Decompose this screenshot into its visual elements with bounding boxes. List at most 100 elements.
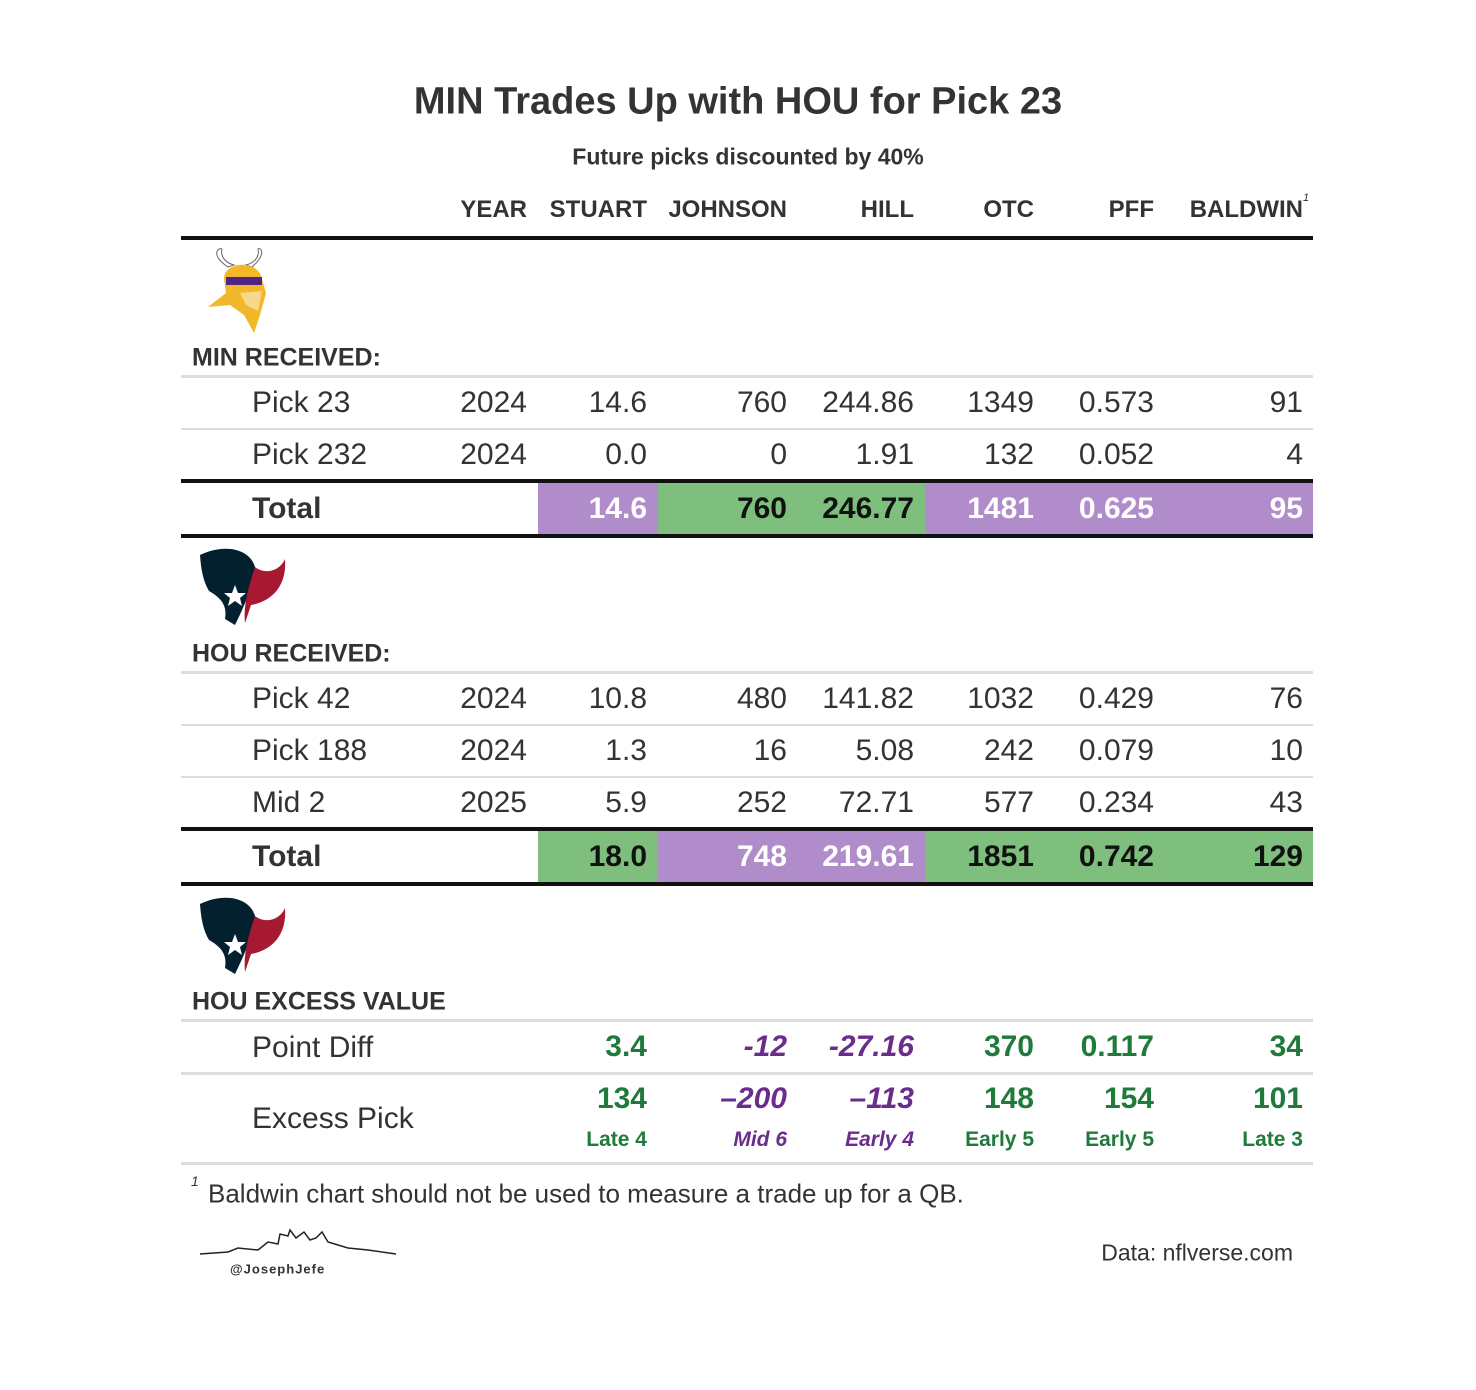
cell: 0.429 bbox=[1078, 682, 1154, 715]
excess-value: 134 bbox=[596, 1082, 647, 1115]
cell: 132 bbox=[983, 438, 1034, 471]
cell: 1349 bbox=[967, 386, 1034, 419]
excess-value: 148 bbox=[983, 1082, 1034, 1115]
cell: 2024 bbox=[460, 386, 527, 419]
rule bbox=[181, 236, 1313, 240]
footnote: Baldwin chart should not be used to meas… bbox=[208, 1178, 964, 1209]
note-marker: 1 bbox=[1303, 192, 1310, 204]
cell: 0 bbox=[770, 438, 787, 471]
column-header: OTC bbox=[983, 196, 1034, 223]
cell: 480 bbox=[736, 682, 787, 715]
row-label: Pick 42 bbox=[252, 682, 351, 715]
cell: 43 bbox=[1269, 786, 1303, 819]
excess-value: -27.16 bbox=[828, 1030, 914, 1063]
total-fill bbox=[658, 483, 798, 534]
cell: 577 bbox=[983, 786, 1034, 819]
total-fill bbox=[798, 831, 925, 882]
cell: 1032 bbox=[967, 682, 1034, 715]
total-cell: 95 bbox=[1269, 492, 1303, 525]
rule bbox=[181, 776, 1313, 778]
rule bbox=[181, 827, 1313, 831]
section-label: HOU EXCESS VALUE bbox=[192, 987, 446, 1016]
total-fill bbox=[1045, 831, 1165, 882]
excess-sub: Late 3 bbox=[1242, 1128, 1303, 1151]
excess-sub: Early 5 bbox=[965, 1128, 1034, 1151]
cell: 0.573 bbox=[1078, 386, 1154, 419]
total-cell: 14.6 bbox=[588, 492, 647, 525]
total-fill bbox=[658, 831, 798, 882]
total-cell: 0.742 bbox=[1078, 840, 1154, 873]
row-label: Pick 188 bbox=[252, 734, 368, 767]
cell: 1.3 bbox=[605, 734, 647, 767]
excess-value: 370 bbox=[983, 1030, 1034, 1063]
total-cell: 129 bbox=[1252, 840, 1303, 873]
cell: 76 bbox=[1269, 682, 1303, 715]
cell: 252 bbox=[736, 786, 787, 819]
excess-value: –200 bbox=[720, 1082, 787, 1115]
rule bbox=[181, 534, 1313, 538]
column-header: HILL bbox=[860, 196, 914, 223]
cell: 2024 bbox=[460, 438, 527, 471]
total-cell: 760 bbox=[736, 492, 787, 525]
source: Data: nflverse.com bbox=[1101, 1239, 1293, 1266]
row-label: Excess Pick bbox=[252, 1102, 414, 1135]
cell: 16 bbox=[753, 734, 787, 767]
total-label: Total bbox=[252, 840, 322, 873]
total-fill bbox=[1045, 483, 1165, 534]
row-label: Pick 23 bbox=[252, 386, 351, 419]
rule bbox=[181, 1162, 1313, 1165]
total-cell: 1481 bbox=[967, 492, 1034, 525]
row-label: Point Diff bbox=[252, 1031, 374, 1064]
texans-logo bbox=[200, 897, 286, 974]
column-header: YEAR bbox=[460, 196, 527, 223]
skyline bbox=[199, 1228, 397, 1255]
cell: 242 bbox=[983, 734, 1034, 767]
row-label: Pick 232 bbox=[252, 438, 368, 471]
excess-sub: Late 4 bbox=[586, 1128, 647, 1151]
cell: 244.86 bbox=[822, 386, 914, 419]
total-fill bbox=[1165, 831, 1313, 882]
rule bbox=[181, 375, 1313, 378]
cell: 5.08 bbox=[855, 734, 914, 767]
vikings-logo bbox=[208, 248, 266, 333]
total-fill bbox=[1165, 483, 1313, 534]
row-label: Mid 2 bbox=[252, 786, 326, 819]
footnote-marker: 1 bbox=[191, 1173, 199, 1189]
title: MIN Trades Up with HOU for Pick 23 bbox=[413, 80, 1063, 123]
column-header: BALDWIN 1 bbox=[1189, 192, 1310, 223]
texans-logo bbox=[200, 548, 286, 625]
column-header: PFF bbox=[1108, 196, 1154, 223]
subtitle: Future picks discounted by 40% bbox=[572, 143, 924, 170]
cell: 141.82 bbox=[822, 682, 914, 715]
total-cell: 748 bbox=[736, 840, 787, 873]
total-cell: 18.0 bbox=[588, 840, 647, 873]
cell: 72.71 bbox=[838, 786, 914, 819]
cell: 760 bbox=[736, 386, 787, 419]
rule bbox=[181, 724, 1313, 726]
total-fill bbox=[925, 831, 1045, 882]
cell: 2024 bbox=[460, 734, 527, 767]
total-cell: 246.77 bbox=[822, 492, 914, 525]
total-fill bbox=[538, 483, 658, 534]
section-label: MIN RECEIVED: bbox=[192, 343, 381, 372]
rule bbox=[181, 882, 1313, 886]
total-fill bbox=[798, 483, 925, 534]
cell: 10 bbox=[1269, 734, 1303, 767]
excess-value: 0.117 bbox=[1080, 1030, 1154, 1063]
rule bbox=[181, 1019, 1313, 1022]
rule bbox=[181, 479, 1313, 483]
excess-value: 3.4 bbox=[605, 1030, 647, 1063]
cell: 0.052 bbox=[1078, 438, 1154, 471]
excess-value: -12 bbox=[743, 1030, 787, 1063]
cell: 0.079 bbox=[1078, 734, 1154, 767]
column-header: JOHNSON bbox=[668, 196, 787, 223]
excess-value: –113 bbox=[849, 1082, 914, 1115]
total-cell: 0.625 bbox=[1078, 492, 1154, 525]
cell: 5.9 bbox=[605, 786, 647, 819]
section-label: HOU RECEIVED: bbox=[192, 639, 391, 668]
column-header: STUART bbox=[549, 196, 647, 223]
cell: 1.91 bbox=[855, 438, 914, 471]
excess-sub: Early 5 bbox=[1085, 1128, 1154, 1151]
cell: 91 bbox=[1269, 386, 1303, 419]
